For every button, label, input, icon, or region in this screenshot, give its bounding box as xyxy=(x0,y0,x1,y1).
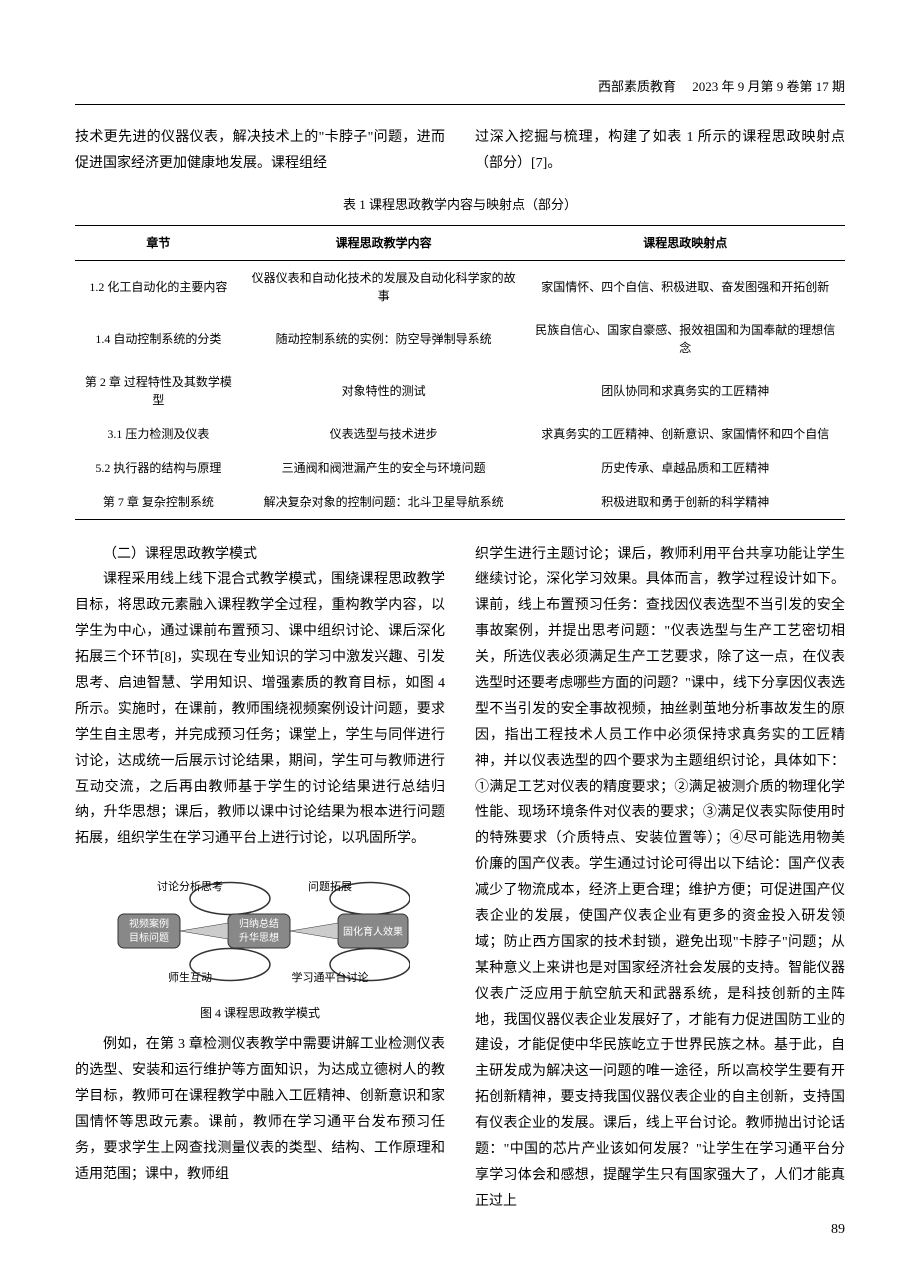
table-col-header: 课程思政教学内容 xyxy=(242,225,526,260)
table-row: 第 7 章 复杂控制系统解决复杂对象的控制问题：北斗卫星导航系统积极进取和勇于创… xyxy=(75,485,845,520)
diagram-label: 讨论分析思考 xyxy=(157,879,223,893)
table-cell: 随动控制系统的实例：防空导弹制导系统 xyxy=(242,313,526,365)
top-left-text: 技术更先进的仪器仪表，解决技术上的"卡脖子"问题，进而促进国家经济更加健康地发展… xyxy=(75,125,445,177)
table-cell: 仪表选型与技术进步 xyxy=(242,417,526,451)
table-header-row: 章节 课程思政教学内容 课程思政映射点 xyxy=(75,225,845,260)
table-cell: 仪器仪表和自动化技术的发展及自动化科学家的故事 xyxy=(242,260,526,313)
table-cell: 5.2 执行器的结构与原理 xyxy=(75,451,242,485)
page-number: 89 xyxy=(831,1217,845,1242)
diagram-label: 问题拓展 xyxy=(308,879,352,893)
figure-4: 讨论分析思考 问题拓展 师生互动 学习通平台讨论 视频案例 目标问题 归纳总结 … xyxy=(75,866,445,1024)
teaching-model-diagram: 讨论分析思考 问题拓展 师生互动 学习通平台讨论 视频案例 目标问题 归纳总结 … xyxy=(110,866,410,996)
body-paragraph: 织学生进行主题讨论；课后，教师利用平台共享功能让学生继续讨论，深化学习效果。具体… xyxy=(475,542,845,1215)
table-cell: 团队协同和求真务实的工匠精神 xyxy=(525,365,845,417)
table-cell: 1.2 化工自动化的主要内容 xyxy=(75,260,242,313)
diagram-box-label: 固化育人效果 xyxy=(343,925,403,938)
diagram-box-label: 目标问题 xyxy=(129,931,169,944)
journal-name: 西部素质教育 xyxy=(598,79,676,94)
table-cell: 民族自信心、国家自豪感、报效祖国和为国奉献的理想信念 xyxy=(525,313,845,365)
table-col-header: 课程思政映射点 xyxy=(525,225,845,260)
table-cell: 对象特性的测试 xyxy=(242,365,526,417)
body-paragraph: 例如，在第 3 章检测仪表教学中需要讲解工业检测仪表的选型、安装和运行维护等方面… xyxy=(75,1032,445,1187)
main-two-column: （二）课程思政教学模式 课程采用线上线下混合式教学模式，围绕课程思政教学目标，将… xyxy=(75,542,845,1215)
table-cell: 历史传承、卓越品质和工匠精神 xyxy=(525,451,845,485)
figure-caption: 图 4 课程思政教学模式 xyxy=(75,1002,445,1024)
mapping-table: 章节 课程思政教学内容 课程思政映射点 1.2 化工自动化的主要内容仪器仪表和自… xyxy=(75,225,845,520)
diagram-label: 师生互动 xyxy=(168,970,212,984)
table-cell: 解决复杂对象的控制问题：北斗卫星导航系统 xyxy=(242,485,526,520)
table-row: 第 2 章 过程特性及其数学模型对象特性的测试团队协同和求真务实的工匠精神 xyxy=(75,365,845,417)
diagram-box-label: 视频案例 xyxy=(129,917,169,930)
table-cell: 求真务实的工匠精神、创新意识、家国情怀和四个自信 xyxy=(525,417,845,451)
diagram-label: 学习通平台讨论 xyxy=(292,970,369,984)
issue-info: 2023 年 9 月第 9 卷第 17 期 xyxy=(692,79,845,94)
table-cell: 三通阀和阀泄漏产生的安全与环境问题 xyxy=(242,451,526,485)
left-column: （二）课程思政教学模式 课程采用线上线下混合式教学模式，围绕课程思政教学目标，将… xyxy=(75,542,445,1215)
table-caption: 表 1 课程思政教学内容与映射点（部分） xyxy=(75,193,845,216)
table-cell: 家国情怀、四个自信、积极进取、奋发图强和开拓创新 xyxy=(525,260,845,313)
table-row: 1.4 自动控制系统的分类随动控制系统的实例：防空导弹制导系统民族自信心、国家自… xyxy=(75,313,845,365)
top-two-column: 技术更先进的仪器仪表，解决技术上的"卡脖子"问题，进而促进国家经济更加健康地发展… xyxy=(75,125,845,177)
page-header: 西部素质教育 2023 年 9 月第 9 卷第 17 期 xyxy=(75,75,845,105)
table-cell: 积极进取和勇于创新的科学精神 xyxy=(525,485,845,520)
top-left-col: 技术更先进的仪器仪表，解决技术上的"卡脖子"问题，进而促进国家经济更加健康地发展… xyxy=(75,125,445,177)
table-row: 3.1 压力检测及仪表仪表选型与技术进步求真务实的工匠精神、创新意识、家国情怀和… xyxy=(75,417,845,451)
table-col-header: 章节 xyxy=(75,225,242,260)
top-right-col: 过深入挖掘与梳理，构建了如表 1 所示的课程思政映射点（部分）[7]。 xyxy=(475,125,845,177)
diagram-box-label: 归纳总结 xyxy=(239,917,279,930)
right-column: 织学生进行主题讨论；课后，教师利用平台共享功能让学生继续讨论，深化学习效果。具体… xyxy=(475,542,845,1215)
table-cell: 1.4 自动控制系统的分类 xyxy=(75,313,242,365)
table-cell: 第 2 章 过程特性及其数学模型 xyxy=(75,365,242,417)
table-cell: 3.1 压力检测及仪表 xyxy=(75,417,242,451)
body-paragraph: 课程采用线上线下混合式教学模式，围绕课程思政教学目标，将思政元素融入课程教学全过… xyxy=(75,567,445,852)
table-cell: 第 7 章 复杂控制系统 xyxy=(75,485,242,520)
table-row: 1.2 化工自动化的主要内容仪器仪表和自动化技术的发展及自动化科学家的故事家国情… xyxy=(75,260,845,313)
diagram-box-label: 升华思想 xyxy=(239,931,279,944)
section-heading: （二）课程思政教学模式 xyxy=(75,542,445,568)
table-row: 5.2 执行器的结构与原理三通阀和阀泄漏产生的安全与环境问题历史传承、卓越品质和… xyxy=(75,451,845,485)
top-right-text: 过深入挖掘与梳理，构建了如表 1 所示的课程思政映射点（部分）[7]。 xyxy=(475,125,845,177)
